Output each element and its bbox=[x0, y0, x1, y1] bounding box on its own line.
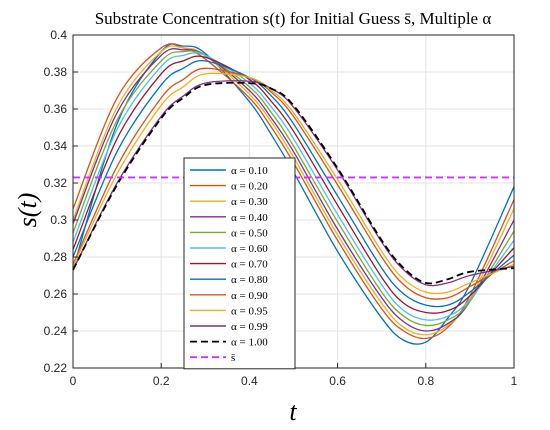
x-tick-label: 0.8 bbox=[417, 374, 434, 388]
series-line-7 bbox=[72, 59, 515, 308]
legend-label: α = 0.70 bbox=[231, 259, 268, 271]
y-tick-label: 0.26 bbox=[44, 287, 68, 301]
legend-label: α = 0.60 bbox=[231, 243, 268, 255]
legend-label: α = 0.50 bbox=[231, 227, 268, 239]
series-line-6 bbox=[72, 55, 515, 314]
y-tick-label: 0.34 bbox=[44, 139, 68, 153]
legend-label: α = 0.10 bbox=[231, 165, 268, 177]
y-tick-label: 0.24 bbox=[44, 324, 68, 338]
legend-label: α = 0.95 bbox=[231, 305, 268, 317]
series-line-3 bbox=[72, 47, 515, 332]
y-tick-label: 0.3 bbox=[50, 213, 67, 227]
legend-label: α = 0.40 bbox=[231, 212, 268, 224]
legend-label: α = 0.99 bbox=[231, 321, 268, 333]
series-line-8 bbox=[72, 67, 515, 300]
series-line-4 bbox=[72, 50, 515, 327]
y-tick-label: 0.22 bbox=[44, 361, 68, 375]
series-line-11 bbox=[72, 81, 515, 285]
y-tick-label: 0.38 bbox=[44, 65, 68, 79]
x-tick-label: 0.6 bbox=[329, 374, 346, 388]
x-tick-label: 1 bbox=[511, 374, 518, 388]
x-tick-label: 0 bbox=[70, 374, 77, 388]
series-line-10 bbox=[72, 80, 515, 287]
ticks: 0 0.2 0.4 0.6 0.8 1 0.22 0.24 0.26 0.28 0.3 0.32 0.3… bbox=[44, 28, 518, 388]
x-tick-label: 0.2 bbox=[153, 374, 170, 388]
series-line-9 bbox=[72, 72, 515, 295]
legend-label: α = 1.00 bbox=[231, 337, 268, 349]
legend-label: s̄ bbox=[231, 352, 235, 364]
series-line-2 bbox=[72, 45, 515, 336]
legend-label: α = 0.30 bbox=[231, 196, 268, 208]
y-tick-label: 0.32 bbox=[44, 176, 68, 190]
y-tick-label: 0.36 bbox=[44, 102, 68, 116]
x-axis-label: t bbox=[289, 397, 297, 426]
legend-label: α = 0.20 bbox=[231, 181, 268, 193]
legend-label: α = 0.80 bbox=[231, 274, 268, 286]
x-tick-label: 0.4 bbox=[241, 374, 258, 388]
y-axis-label: s(t) bbox=[13, 193, 42, 228]
y-tick-label: 0.28 bbox=[44, 250, 68, 264]
legend: α = 0.10 α = 0.20 α = 0.30 α = 0.40 α = 0.50… bbox=[183, 157, 296, 370]
series-line-5 bbox=[72, 52, 515, 321]
y-tick-label: 0.4 bbox=[50, 28, 67, 42]
legend-label: α = 0.90 bbox=[231, 290, 268, 302]
chart-title: Substrate Concentration s(t) for Initial… bbox=[95, 9, 492, 28]
